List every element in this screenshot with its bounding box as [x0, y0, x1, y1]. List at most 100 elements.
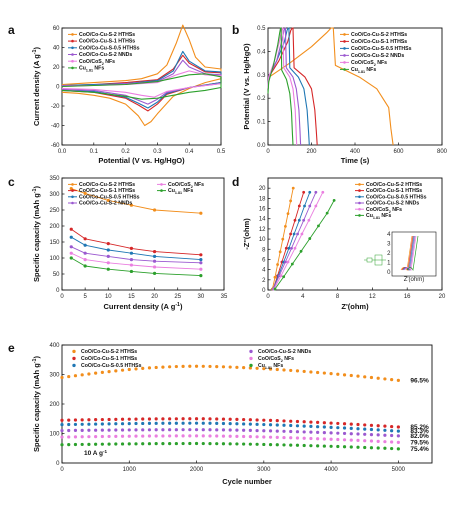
- panel-e-data-point: [262, 422, 266, 427]
- panel-d-data-point: [273, 287, 277, 291]
- panel-d-data-point: [273, 275, 277, 279]
- panel-e-retention-label: 85.2%: [410, 424, 429, 431]
- panel-e-data-point: [268, 435, 273, 439]
- panel-d-inset-ytick: 4: [387, 232, 391, 238]
- panel-e-data-point: [295, 424, 300, 428]
- panel-e-letter: e: [8, 341, 15, 355]
- panel-e-data-point: [309, 436, 313, 441]
- panel-c-data-point: [83, 191, 87, 195]
- panel-e-xtick-label: 4000: [324, 467, 338, 473]
- panel-e-data-point: [127, 417, 131, 421]
- panel-e-data-point: [141, 434, 145, 438]
- panel-c-data-point: [129, 251, 134, 255]
- panel-e-data-point: [295, 369, 300, 373]
- panel-e-data-point: [215, 421, 219, 425]
- panel-d-data-point: [314, 204, 318, 208]
- panel-d-inset-ytick: 0: [387, 270, 391, 276]
- panel-e-data-point: [221, 428, 226, 432]
- panel-e-data-point: [289, 429, 293, 434]
- panel-e-data-point: [295, 430, 300, 434]
- panel-e-data-point: [242, 442, 246, 446]
- panel-e-rate-annotation: 10 A g-1: [84, 449, 108, 458]
- panel-e-data-point: [80, 418, 84, 422]
- panel-e-data-point: [87, 372, 91, 376]
- panel-e-data-point: [168, 434, 172, 438]
- panel-d-data-point: [303, 204, 306, 208]
- panel-d-data-point: [284, 246, 288, 250]
- panel-e-data-point: [208, 441, 212, 446]
- panel-e-data-point: [134, 421, 138, 426]
- panel-e-data-point: [309, 424, 313, 428]
- panel-c-ytick-label: 50: [53, 272, 60, 278]
- panel-d-inset-curve: [404, 235, 417, 272]
- panel-e-data-point: [268, 442, 273, 447]
- panel-c-legend-label: CoO/Co-Cu-S-2 HTHSs: [79, 182, 135, 188]
- panel-d-xtick-label: 20: [439, 294, 446, 300]
- panel-d-series-line: [273, 192, 324, 290]
- panel-c-data-point: [106, 267, 110, 271]
- panel-e-data-point: [383, 424, 387, 428]
- panel-d-data-point: [332, 199, 336, 202]
- panel-e-data-point: [275, 423, 279, 427]
- panel-e-data-point: [289, 368, 293, 373]
- panel-c-data-point: [199, 258, 203, 262]
- panel-e-data-point: [322, 437, 326, 441]
- panel-e-data-point: [242, 434, 246, 439]
- panel-e-data-point: [309, 370, 313, 374]
- panel-d-xtick-label: 8: [336, 294, 340, 300]
- panel-e-data-point: [329, 431, 333, 435]
- panel-b-legend-marker: [343, 33, 346, 36]
- panel-e-data-point: [309, 420, 313, 424]
- panel-e-data-point: [376, 439, 380, 443]
- panel-e-data-point: [255, 418, 259, 422]
- panel-e-data-point: [282, 443, 286, 447]
- panel-e-data-point: [302, 424, 306, 428]
- panel-d-inset-ytick: 1: [387, 261, 391, 267]
- panel-a-ytick-label: 20: [53, 65, 60, 71]
- panel-e-data-point: [100, 428, 104, 432]
- panel-e-data-point: [194, 441, 199, 446]
- panel-c-legend-label: CoO/Co-Cu-S-2 NNDs: [79, 201, 132, 207]
- panel-a-ytick-label: -60: [51, 143, 60, 149]
- panel-a-legend-marker: [71, 59, 74, 63]
- panel-c-ytick-label: 0: [56, 288, 60, 294]
- panel-e-data-point: [242, 417, 246, 422]
- panel-e-data-point: [228, 417, 232, 421]
- panel-e-data-point: [248, 428, 252, 433]
- panel-e-data-point: [208, 428, 212, 432]
- panel-e-data-point: [295, 419, 300, 424]
- panel-d-legend-marker: [358, 207, 361, 211]
- panel-b-legend-marker: [343, 68, 346, 71]
- panel-e-data-point: [161, 434, 165, 438]
- panel-e-data-point: [127, 428, 131, 432]
- panel-e-data-point: [107, 369, 111, 374]
- panel-e-data-point: [147, 417, 152, 421]
- panel-d-ytick-label: 10: [259, 237, 266, 243]
- panel-e-data-point: [154, 428, 158, 432]
- panel-e-data-point: [94, 422, 98, 426]
- panel-e-data-point: [188, 364, 192, 368]
- panel-c-ytick-label: 150: [49, 240, 60, 246]
- panel-c-letter: c: [8, 175, 15, 189]
- panel-e-data-point: [349, 426, 353, 430]
- panel-e-retention-label: 79.5%: [410, 439, 429, 446]
- panel-e-data-point: [316, 420, 320, 424]
- panel-e-data-point: [208, 434, 212, 438]
- panel-e-data-point: [154, 442, 158, 446]
- panel-e-xtick-label: 3000: [257, 467, 271, 473]
- panel-e-data-point: [289, 443, 293, 447]
- panel-e-data-point: [127, 442, 131, 446]
- panel-e-data-point: [194, 364, 199, 368]
- panel-e-data-point: [188, 421, 192, 425]
- panel-e-ytick-label: 400: [49, 343, 60, 349]
- panel-e-data-point: [282, 419, 286, 423]
- panel-b-ytick-label: 0.0: [257, 143, 266, 149]
- panel-c-data-point: [199, 211, 203, 215]
- panel-d-data-point: [308, 190, 312, 194]
- panel-d-ylabel: -Z''(ohm): [242, 218, 251, 250]
- panel-e-data-point: [255, 435, 259, 439]
- panel-e-data-point: [302, 369, 306, 374]
- panel-a-legend-label: CoO/CoS2 NFs: [79, 59, 115, 66]
- panel-e-ytick-label: 300: [49, 373, 60, 379]
- panel-e-data-point: [396, 429, 400, 433]
